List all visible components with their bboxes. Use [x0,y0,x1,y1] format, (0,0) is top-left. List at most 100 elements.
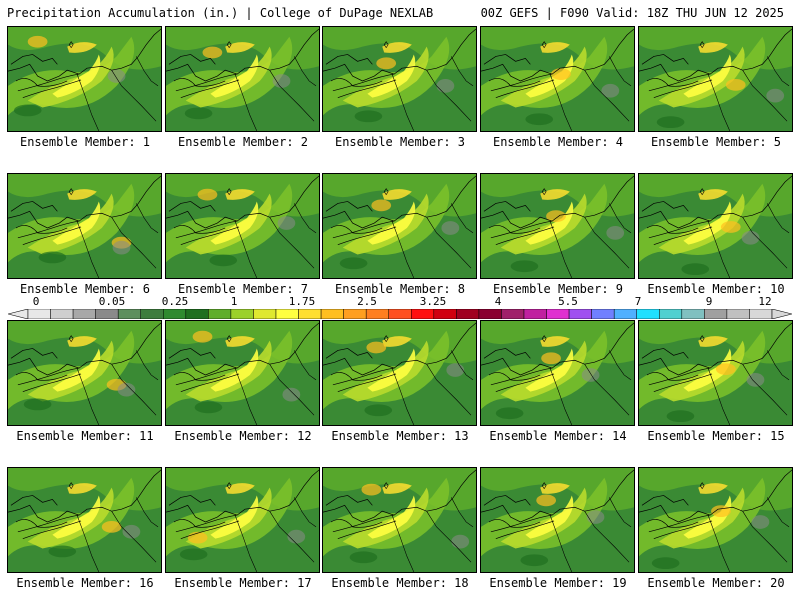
colorbar-swatch [749,309,773,319]
precip-map [639,174,792,278]
colorbar-swatch [275,309,299,319]
ensemble-map-15 [638,320,793,426]
run-info: 00Z GEFS | F090 Valid: 18Z THU JUN 12 20… [480,6,784,20]
colorbar-swatch [523,309,547,319]
colorbar-tick-label: 4 [494,295,502,308]
colorbar-swatch [50,309,74,319]
colorbar-swatch [298,309,322,319]
colorbar-swatch [72,309,96,319]
colorbar-tick-label: 3.25 [419,295,447,308]
colorbar-swatch [140,309,164,319]
precip-map [8,321,161,425]
chart-title: Precipitation Accumulation (in.) | Colle… [7,6,434,20]
ensemble-map-12 [165,320,320,426]
ensemble-map-10 [638,173,793,279]
colorbar-swatch [613,309,637,319]
precip-map [481,174,634,278]
ensemble-member-label: Ensemble Member: 5 [650,135,782,149]
ensemble-map-19 [480,467,635,573]
ensemble-member-label: Ensemble Member: 14 [489,429,627,443]
ensemble-map-3 [322,26,477,132]
precip-map [166,468,319,572]
colorbar-tick-label: 1 [230,295,238,308]
colorbar-swatch [95,309,119,319]
colorbar-swatch [726,309,750,319]
ensemble-map-16 [7,467,162,573]
colorbar: 0 0.05 0.25 1 1.75 2.5 3.25 4 5.5 7 9 12 [8,296,792,326]
colorbar-tick-label: 0 [32,295,40,308]
ensemble-member-label: Ensemble Member: 11 [16,429,154,443]
ensemble-map-13 [322,320,477,426]
colorbar-swatch [568,309,592,319]
precip-map [639,321,792,425]
ensemble-member-label: Ensemble Member: 12 [174,429,312,443]
colorbar-under-arrow [8,309,29,319]
ensemble-map-4 [480,26,635,132]
colorbar-swatch [636,309,660,319]
precip-map [166,27,319,131]
ensemble-member-label: Ensemble Member: 13 [331,429,469,443]
ensemble-member-label: Ensemble Member: 2 [177,135,309,149]
colorbar-swatch [546,309,570,319]
colorbar-swatch [704,309,728,319]
colorbar-tick-label: 1.75 [288,295,316,308]
precip-map [8,468,161,572]
ensemble-member-label: Ensemble Member: 17 [174,576,312,590]
ensemble-member-label: Ensemble Member: 4 [492,135,624,149]
precip-map [8,174,161,278]
colorbar-swatch [591,309,615,319]
colorbar-swatch [27,309,51,319]
colorbar-swatches [8,309,792,319]
precip-map [166,174,319,278]
colorbar-swatch [433,309,457,319]
ensemble-member-label: Ensemble Member: 19 [489,576,627,590]
ensemble-member-label: Ensemble Member: 15 [647,429,785,443]
colorbar-swatch [365,309,389,319]
ensemble-map-17 [165,467,320,573]
ensemble-member-label: Ensemble Member: 9 [492,282,624,296]
ensemble-map-9 [480,173,635,279]
ensemble-map-11 [7,320,162,426]
precip-map [323,27,476,131]
ensemble-member-label: Ensemble Member: 7 [177,282,309,296]
colorbar-tick-label: 2.5 [357,295,377,308]
ensemble-member-label: Ensemble Member: 6 [19,282,151,296]
colorbar-over-arrow [771,309,792,319]
colorbar-tick-label: 0.05 [98,295,126,308]
colorbar-swatch [208,309,232,319]
colorbar-tick-label: 5.5 [558,295,578,308]
ensemble-member-label: Ensemble Member: 3 [334,135,466,149]
colorbar-swatch [320,309,344,319]
colorbar-tick-label: 12 [758,295,772,308]
colorbar-swatch [230,309,254,319]
ensemble-map-18 [322,467,477,573]
ensemble-member-label: Ensemble Member: 8 [334,282,466,296]
colorbar-swatch [681,309,705,319]
colorbar-swatch [478,309,502,319]
ensemble-map-6 [7,173,162,279]
colorbar-swatch [388,309,412,319]
precip-map [481,468,634,572]
precip-map [481,27,634,131]
ensemble-member-label: Ensemble Member: 1 [19,135,151,149]
precip-map [8,27,161,131]
ensemble-member-label: Ensemble Member: 20 [647,576,785,590]
precip-map [639,468,792,572]
precip-map [481,321,634,425]
precip-map [323,321,476,425]
precip-map [323,468,476,572]
ensemble-map-20 [638,467,793,573]
precip-map [166,321,319,425]
colorbar-tick-label: 9 [705,295,713,308]
ensemble-member-label: Ensemble Member: 18 [331,576,469,590]
colorbar-swatch [411,309,435,319]
ensemble-member-label: Ensemble Member: 16 [16,576,154,590]
precip-map [639,27,792,131]
ensemble-map-8 [322,173,477,279]
ensemble-map-7 [165,173,320,279]
colorbar-swatch [185,309,209,319]
colorbar-swatch [343,309,367,319]
ensemble-member-label: Ensemble Member: 10 [647,282,785,296]
colorbar-swatch [253,309,277,319]
ensemble-map-2 [165,26,320,132]
